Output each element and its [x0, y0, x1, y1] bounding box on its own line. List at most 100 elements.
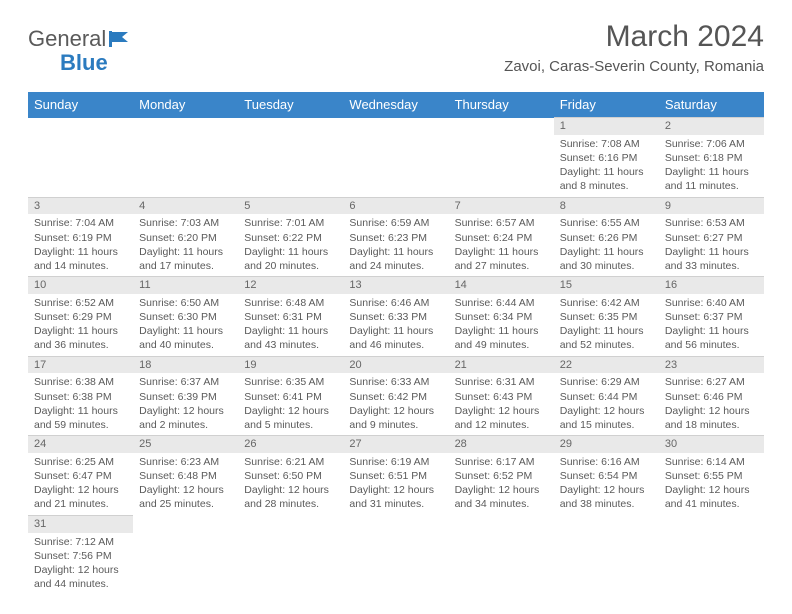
day-cell	[554, 533, 659, 595]
day-cell: Sunrise: 6:53 AMSunset: 6:27 PMDaylight:…	[659, 214, 764, 276]
daylight-text: Daylight: 11 hours	[34, 404, 127, 418]
day-header: Monday	[133, 92, 238, 118]
day-number: 25	[133, 436, 238, 453]
day-cell: Sunrise: 7:04 AMSunset: 6:19 PMDaylight:…	[28, 214, 133, 276]
daylight-text: Daylight: 12 hours	[139, 483, 232, 497]
day-number	[238, 515, 343, 532]
sunset-text: Sunset: 6:48 PM	[139, 469, 232, 483]
content-row: Sunrise: 7:08 AMSunset: 6:16 PMDaylight:…	[28, 135, 764, 197]
daylight-text-2: and 11 minutes.	[665, 179, 758, 193]
calendar-page: General Blue March 2024 Zavoi, Caras-Sev…	[0, 0, 792, 614]
daylight-text-2: and 12 minutes.	[455, 418, 548, 432]
day-number	[343, 118, 448, 135]
sunrise-text: Sunrise: 6:57 AM	[455, 216, 548, 230]
daylight-text: Daylight: 12 hours	[244, 483, 337, 497]
day-number	[28, 118, 133, 135]
day-cell: Sunrise: 6:50 AMSunset: 6:30 PMDaylight:…	[133, 294, 238, 356]
sunset-text: Sunset: 6:43 PM	[455, 390, 548, 404]
day-header: Sunday	[28, 92, 133, 118]
daylight-text-2: and 43 minutes.	[244, 338, 337, 352]
sunrise-text: Sunrise: 6:53 AM	[665, 216, 758, 230]
sunset-text: Sunset: 6:30 PM	[139, 310, 232, 324]
daylight-text-2: and 46 minutes.	[349, 338, 442, 352]
content-row: Sunrise: 6:38 AMSunset: 6:38 PMDaylight:…	[28, 373, 764, 435]
day-number: 5	[238, 197, 343, 214]
daylight-text: Daylight: 12 hours	[455, 483, 548, 497]
daylight-text-2: and 31 minutes.	[349, 497, 442, 511]
day-header: Tuesday	[238, 92, 343, 118]
sunset-text: Sunset: 6:19 PM	[34, 231, 127, 245]
day-number: 19	[238, 356, 343, 373]
sunset-text: Sunset: 6:27 PM	[665, 231, 758, 245]
day-cell	[133, 533, 238, 595]
calendar-table: Sunday Monday Tuesday Wednesday Thursday…	[28, 92, 764, 594]
day-number: 4	[133, 197, 238, 214]
day-cell: Sunrise: 6:31 AMSunset: 6:43 PMDaylight:…	[449, 373, 554, 435]
daylight-text: Daylight: 11 hours	[349, 245, 442, 259]
daylight-text-2: and 40 minutes.	[139, 338, 232, 352]
sunrise-text: Sunrise: 6:38 AM	[34, 375, 127, 389]
day-number: 28	[449, 436, 554, 453]
sunset-text: Sunset: 6:29 PM	[34, 310, 127, 324]
daylight-text: Daylight: 12 hours	[560, 404, 653, 418]
day-number: 23	[659, 356, 764, 373]
logo: General Blue	[28, 26, 132, 52]
daylight-text: Daylight: 11 hours	[349, 324, 442, 338]
sunset-text: Sunset: 6:50 PM	[244, 469, 337, 483]
day-number: 21	[449, 356, 554, 373]
daylight-text: Daylight: 11 hours	[455, 245, 548, 259]
sunset-text: Sunset: 6:34 PM	[455, 310, 548, 324]
sunset-text: Sunset: 6:23 PM	[349, 231, 442, 245]
sunrise-text: Sunrise: 6:27 AM	[665, 375, 758, 389]
sunset-text: Sunset: 6:52 PM	[455, 469, 548, 483]
daylight-text: Daylight: 11 hours	[455, 324, 548, 338]
daylight-text-2: and 25 minutes.	[139, 497, 232, 511]
daylight-text-2: and 27 minutes.	[455, 259, 548, 273]
daylight-text-2: and 15 minutes.	[560, 418, 653, 432]
sunrise-text: Sunrise: 7:12 AM	[34, 535, 127, 549]
daynum-row: 12	[28, 118, 764, 135]
day-number: 20	[343, 356, 448, 373]
day-number	[554, 515, 659, 532]
daylight-text: Daylight: 11 hours	[665, 245, 758, 259]
daylight-text-2: and 30 minutes.	[560, 259, 653, 273]
daylight-text-2: and 14 minutes.	[34, 259, 127, 273]
daylight-text: Daylight: 11 hours	[665, 324, 758, 338]
daylight-text: Daylight: 11 hours	[244, 324, 337, 338]
sunset-text: Sunset: 6:42 PM	[349, 390, 442, 404]
daylight-text: Daylight: 11 hours	[560, 245, 653, 259]
sunrise-text: Sunrise: 7:03 AM	[139, 216, 232, 230]
daylight-text: Daylight: 12 hours	[560, 483, 653, 497]
day-number	[449, 118, 554, 135]
day-number: 27	[343, 436, 448, 453]
daylight-text-2: and 49 minutes.	[455, 338, 548, 352]
daylight-text-2: and 44 minutes.	[34, 577, 127, 591]
day-cell: Sunrise: 6:35 AMSunset: 6:41 PMDaylight:…	[238, 373, 343, 435]
day-cell: Sunrise: 6:33 AMSunset: 6:42 PMDaylight:…	[343, 373, 448, 435]
day-cell: Sunrise: 6:40 AMSunset: 6:37 PMDaylight:…	[659, 294, 764, 356]
day-number: 18	[133, 356, 238, 373]
day-number: 10	[28, 277, 133, 294]
day-number: 22	[554, 356, 659, 373]
day-number: 14	[449, 277, 554, 294]
day-cell: Sunrise: 6:52 AMSunset: 6:29 PMDaylight:…	[28, 294, 133, 356]
daylight-text-2: and 8 minutes.	[560, 179, 653, 193]
sunset-text: Sunset: 6:44 PM	[560, 390, 653, 404]
sunrise-text: Sunrise: 6:31 AM	[455, 375, 548, 389]
sunrise-text: Sunrise: 6:42 AM	[560, 296, 653, 310]
day-number	[133, 515, 238, 532]
day-number: 15	[554, 277, 659, 294]
day-number: 3	[28, 197, 133, 214]
sunset-text: Sunset: 6:33 PM	[349, 310, 442, 324]
day-cell	[238, 533, 343, 595]
sunset-text: Sunset: 6:26 PM	[560, 231, 653, 245]
sunrise-text: Sunrise: 7:06 AM	[665, 137, 758, 151]
header: General Blue March 2024 Zavoi, Caras-Sev…	[28, 20, 764, 84]
flag-icon	[108, 29, 132, 49]
daylight-text-2: and 21 minutes.	[34, 497, 127, 511]
day-cell: Sunrise: 6:44 AMSunset: 6:34 PMDaylight:…	[449, 294, 554, 356]
sunset-text: Sunset: 6:37 PM	[665, 310, 758, 324]
day-cell	[659, 533, 764, 595]
sunrise-text: Sunrise: 7:01 AM	[244, 216, 337, 230]
daylight-text: Daylight: 12 hours	[665, 483, 758, 497]
